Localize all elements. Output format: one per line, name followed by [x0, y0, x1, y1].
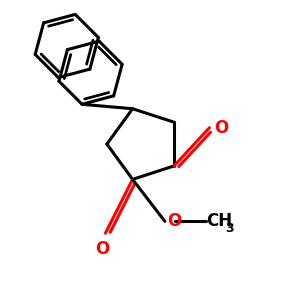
Text: CH: CH: [206, 212, 232, 230]
Text: O: O: [95, 240, 109, 258]
Text: O: O: [214, 119, 228, 137]
Text: O: O: [167, 212, 182, 230]
Text: 3: 3: [225, 222, 233, 235]
